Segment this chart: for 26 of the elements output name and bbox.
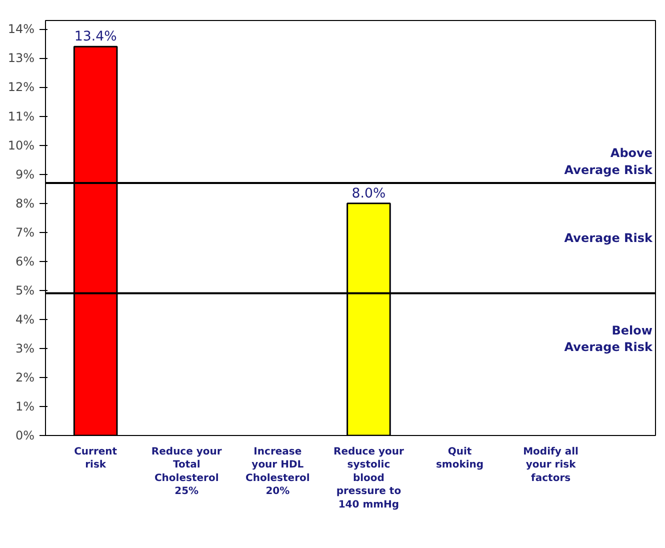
y-tick-label: 2% — [15, 370, 35, 384]
x-tick-label: Current risk — [74, 446, 118, 471]
y-tick-label: 14% — [8, 22, 34, 36]
x-tick-label: Increase your HDL Cholesterol 20% — [246, 446, 310, 498]
y-tick-label: 12% — [8, 80, 34, 94]
y-tick-label: 13% — [8, 51, 34, 66]
y-tick-label: 10% — [8, 138, 34, 152]
data-label: 8.0% — [352, 186, 386, 202]
y-tick-label: 6% — [15, 254, 35, 268]
y-tick-label: 7% — [15, 225, 35, 240]
y-tick-label: 8% — [15, 196, 35, 210]
y-tick-label: 3% — [15, 341, 35, 356]
y-tick-label: 0% — [15, 428, 35, 442]
x-tick-label: Modify all your risk factors — [523, 446, 578, 484]
y-tick-label: 11% — [8, 109, 34, 124]
y-tick-label: 5% — [15, 283, 35, 298]
annotation: Above Average Risk — [564, 146, 654, 178]
x-tick-label: Reduce your Total Cholesterol 25% — [151, 446, 222, 498]
x-tick-label: Quit smoking — [436, 446, 484, 471]
y-tick-label: 9% — [15, 167, 35, 182]
data-label: 13.4% — [74, 30, 117, 45]
y-tick-label: 1% — [15, 399, 35, 414]
annotation: Average Risk — [564, 231, 654, 246]
annotation: Below Average Risk — [564, 323, 654, 354]
x-tick-label: Reduce your systolic blood pressure to 140 mmHg — [334, 446, 404, 510]
y-tick-label: 4% — [15, 312, 35, 326]
